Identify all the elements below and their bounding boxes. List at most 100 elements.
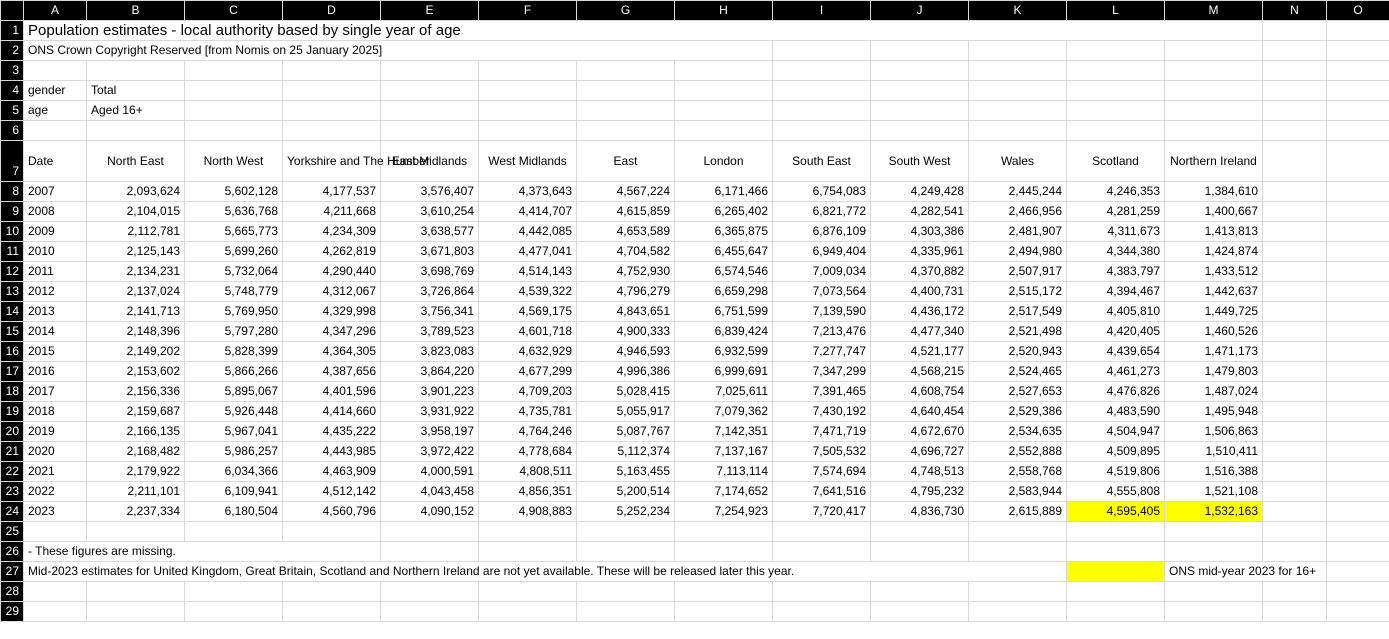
value-cell[interactable]: 5,055,917 [576, 401, 675, 422]
cell[interactable] [870, 100, 969, 121]
note-availability[interactable]: Mid-2023 estimates for United Kingdom, G… [23, 561, 1067, 582]
column-title[interactable]: Yorkshire and The Humber [282, 140, 430, 182]
cell[interactable] [772, 120, 871, 141]
value-cell[interactable]: 4,595,405 [1066, 501, 1165, 522]
value-cell[interactable]: 2,168,482 [86, 441, 185, 462]
cell[interactable] [772, 601, 871, 622]
value-cell[interactable]: 7,430,192 [772, 401, 871, 422]
value-cell[interactable]: 2,159,687 [86, 401, 185, 422]
filter-label[interactable]: age [23, 100, 87, 121]
value-cell[interactable]: 4,808,511 [478, 461, 577, 482]
cell[interactable] [1262, 301, 1327, 322]
value-cell[interactable]: 4,946,593 [576, 341, 675, 362]
year-cell[interactable]: 2022 [23, 481, 87, 502]
cell[interactable] [1326, 40, 1389, 61]
value-cell[interactable]: 4,364,305 [282, 341, 381, 362]
cell[interactable] [1326, 60, 1389, 81]
filter-label[interactable]: gender [23, 80, 87, 101]
cell[interactable] [1262, 80, 1327, 101]
row-header[interactable]: 14 [0, 301, 24, 322]
value-cell[interactable]: 7,137,167 [674, 441, 773, 462]
cell[interactable] [1326, 421, 1389, 442]
column-header-f[interactable]: F [478, 0, 577, 21]
value-cell[interactable]: 4,262,819 [282, 241, 381, 262]
cell[interactable] [184, 80, 283, 101]
year-cell[interactable]: 2010 [23, 241, 87, 262]
value-cell[interactable]: 7,505,532 [772, 441, 871, 462]
value-cell[interactable]: 4,414,660 [282, 401, 381, 422]
sheet-title[interactable]: Population estimates - local authority b… [23, 20, 1263, 41]
value-cell[interactable]: 1,521,108 [1164, 481, 1263, 502]
value-cell[interactable]: 3,901,223 [380, 381, 479, 402]
column-title[interactable]: East [576, 140, 675, 182]
value-cell[interactable]: 4,512,142 [282, 481, 381, 502]
cell[interactable] [478, 541, 577, 562]
cell[interactable] [968, 541, 1067, 562]
row-header[interactable]: 17 [0, 361, 24, 382]
cell[interactable] [1262, 261, 1327, 282]
column-title[interactable]: Scotland [1066, 140, 1165, 182]
cell[interactable] [772, 100, 871, 121]
value-cell[interactable]: 4,601,718 [478, 321, 577, 342]
value-cell[interactable]: 2,583,944 [968, 481, 1067, 502]
value-cell[interactable]: 4,311,673 [1066, 221, 1165, 242]
value-cell[interactable]: 4,509,895 [1066, 441, 1165, 462]
cell[interactable] [1326, 381, 1389, 402]
value-cell[interactable]: 5,926,448 [184, 401, 283, 422]
row-header[interactable]: 13 [0, 281, 24, 302]
value-cell[interactable]: 2,552,888 [968, 441, 1067, 462]
cell[interactable] [772, 521, 871, 542]
value-cell[interactable]: 1,460,526 [1164, 321, 1263, 342]
row-header[interactable]: 11 [0, 241, 24, 262]
column-title[interactable]: London [674, 140, 773, 182]
column-header-m[interactable]: M [1164, 0, 1263, 21]
value-cell[interactable]: 4,900,333 [576, 321, 675, 342]
value-cell[interactable]: 7,073,564 [772, 281, 871, 302]
cell[interactable] [1262, 281, 1327, 302]
cell[interactable] [674, 60, 773, 81]
value-cell[interactable]: 3,789,523 [380, 321, 479, 342]
cell[interactable] [1066, 601, 1165, 622]
value-cell[interactable]: 4,414,707 [478, 201, 577, 222]
column-header-d[interactable]: D [282, 0, 381, 21]
row-header[interactable]: 18 [0, 381, 24, 402]
cell[interactable] [1066, 40, 1165, 61]
value-cell[interactable]: 4,312,067 [282, 281, 381, 302]
cell[interactable] [86, 60, 185, 81]
cell[interactable] [1262, 40, 1327, 61]
value-cell[interactable]: 2,141,713 [86, 301, 185, 322]
cell[interactable] [870, 80, 969, 101]
cell[interactable] [1326, 281, 1389, 302]
value-cell[interactable]: 1,442,637 [1164, 281, 1263, 302]
column-header-a[interactable]: A [23, 0, 87, 21]
value-cell[interactable]: 1,479,803 [1164, 361, 1263, 382]
cell[interactable] [1262, 20, 1327, 41]
cell[interactable] [1326, 201, 1389, 222]
cell[interactable] [870, 120, 969, 141]
value-cell[interactable]: 3,698,769 [380, 261, 479, 282]
cell[interactable] [1164, 60, 1263, 81]
cell[interactable] [576, 80, 675, 101]
cell[interactable] [1262, 241, 1327, 262]
value-cell[interactable]: 4,477,041 [478, 241, 577, 262]
value-cell[interactable]: 5,732,064 [184, 261, 283, 282]
cell[interactable] [576, 521, 675, 542]
column-header-g[interactable]: G [576, 0, 675, 21]
value-cell[interactable]: 3,671,803 [380, 241, 479, 262]
cell[interactable] [1262, 60, 1327, 81]
cell[interactable] [282, 581, 381, 602]
cell[interactable] [772, 40, 871, 61]
year-cell[interactable]: 2013 [23, 301, 87, 322]
value-cell[interactable]: 4,569,175 [478, 301, 577, 322]
cell[interactable] [1066, 60, 1165, 81]
cell[interactable] [1066, 80, 1165, 101]
value-cell[interactable]: 5,028,415 [576, 381, 675, 402]
value-cell[interactable]: 7,254,923 [674, 501, 773, 522]
value-cell[interactable]: 4,401,596 [282, 381, 381, 402]
value-cell[interactable]: 2,524,465 [968, 361, 1067, 382]
row-header[interactable]: 22 [0, 461, 24, 482]
value-cell[interactable]: 4,836,730 [870, 501, 969, 522]
value-cell[interactable]: 3,610,254 [380, 201, 479, 222]
value-cell[interactable]: 2,104,015 [86, 201, 185, 222]
value-cell[interactable]: 2,558,768 [968, 461, 1067, 482]
